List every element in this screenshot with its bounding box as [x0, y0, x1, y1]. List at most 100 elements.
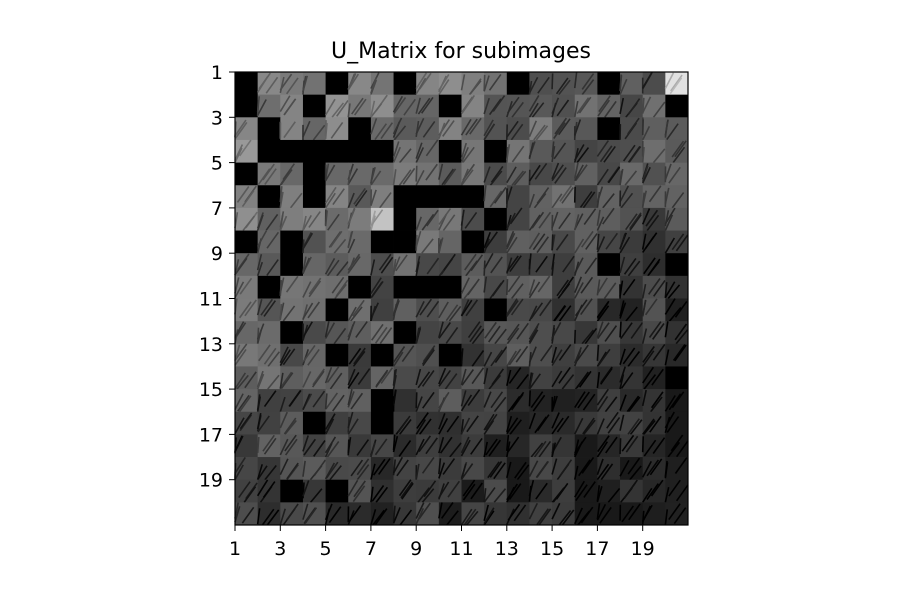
cell-texture	[256, 479, 269, 497]
cell-texture	[671, 140, 685, 158]
cell-texture	[483, 507, 495, 525]
cell-texture	[506, 441, 511, 458]
cell-texture	[347, 168, 359, 185]
cell-texture	[528, 329, 539, 345]
x-tick-label: 1	[229, 538, 241, 560]
cell-texture	[302, 321, 313, 339]
cell-texture	[237, 394, 250, 412]
heatmap-cell	[393, 162, 417, 186]
cell-texture	[256, 329, 263, 344]
heatmap-cell	[257, 117, 281, 141]
cell-texture	[625, 435, 639, 453]
cell-texture	[415, 170, 425, 186]
cell-texture	[328, 231, 342, 248]
cell-texture	[422, 349, 435, 367]
heatmap-cell	[416, 207, 440, 231]
cell-texture	[239, 277, 253, 295]
cell-texture	[483, 75, 490, 92]
cell-texture	[392, 141, 400, 158]
heatmap-cell	[620, 275, 644, 299]
cell-texture	[328, 506, 342, 524]
cell-texture	[664, 282, 668, 299]
cell-texture	[280, 372, 294, 390]
cell-texture	[596, 186, 604, 203]
cell-texture	[493, 488, 507, 503]
cell-texture	[460, 299, 473, 317]
cell-texture	[647, 258, 661, 276]
cell-texture	[471, 328, 485, 345]
cell-texture	[460, 169, 474, 186]
cell-texture	[619, 300, 625, 317]
cell-texture	[379, 327, 393, 344]
cell-texture	[559, 185, 572, 202]
heatmap-cell	[506, 275, 530, 299]
cell-texture	[506, 232, 516, 250]
cell-texture	[597, 322, 610, 340]
cell-texture	[551, 73, 554, 90]
cell-texture	[415, 392, 418, 409]
heatmap-cell	[257, 502, 281, 526]
cell-texture	[558, 344, 572, 361]
cell-texture	[470, 254, 484, 272]
cell-texture	[530, 391, 544, 409]
cell-texture	[583, 481, 596, 498]
cell-texture	[533, 440, 547, 458]
heatmap-cell	[484, 298, 508, 322]
heatmap-cell	[280, 139, 304, 163]
cell-texture	[311, 370, 325, 388]
heatmap-cell	[529, 162, 553, 186]
cell-texture	[308, 277, 322, 295]
heatmap-cell	[506, 162, 530, 186]
cell-texture	[506, 236, 518, 254]
cell-texture	[378, 253, 392, 271]
cell-texture	[460, 368, 467, 386]
cell-texture	[309, 488, 323, 503]
cell-texture	[648, 278, 661, 295]
cell-texture	[370, 463, 376, 480]
cell-texture	[347, 389, 353, 406]
heatmap-cell	[552, 434, 576, 458]
cell-texture	[642, 418, 655, 435]
heatmap-cell	[506, 185, 530, 209]
cell-texture	[643, 257, 656, 275]
cell-texture	[420, 96, 434, 114]
cell-texture	[604, 100, 617, 118]
cell-texture	[536, 236, 550, 254]
cell-texture	[371, 485, 385, 502]
cell-texture	[558, 79, 571, 96]
cell-texture	[619, 236, 631, 254]
cell-texture	[532, 233, 546, 251]
cell-texture	[460, 277, 470, 294]
cell-texture	[302, 120, 311, 138]
heatmap-cell	[302, 434, 326, 458]
heatmap-cell	[597, 253, 621, 277]
cell-texture	[331, 102, 345, 118]
cell-texture	[422, 391, 435, 409]
cell-texture	[256, 230, 268, 247]
cell-texture	[627, 396, 641, 413]
cell-texture	[551, 417, 564, 435]
heatmap-cell	[393, 72, 417, 96]
cell-texture	[234, 417, 245, 435]
cell-texture	[573, 439, 580, 456]
cell-texture	[510, 298, 524, 316]
cell-texture	[283, 121, 296, 139]
heatmap-cell	[574, 275, 598, 299]
cell-texture	[469, 78, 482, 96]
heatmap-cell	[348, 207, 372, 231]
cell-texture	[324, 186, 337, 204]
cell-texture	[551, 412, 560, 429]
cell-texture	[596, 441, 609, 458]
heatmap-cell	[325, 162, 349, 186]
cell-texture	[506, 327, 520, 345]
cell-texture	[551, 370, 563, 388]
cell-texture	[445, 304, 459, 322]
cell-texture	[528, 120, 538, 137]
heatmap-cell	[642, 185, 666, 209]
cell-texture	[303, 507, 316, 525]
cell-texture	[415, 216, 423, 231]
heatmap-cell	[574, 321, 598, 345]
heatmap-cell	[484, 275, 508, 299]
cell-texture	[256, 299, 263, 316]
cell-texture	[234, 121, 248, 139]
